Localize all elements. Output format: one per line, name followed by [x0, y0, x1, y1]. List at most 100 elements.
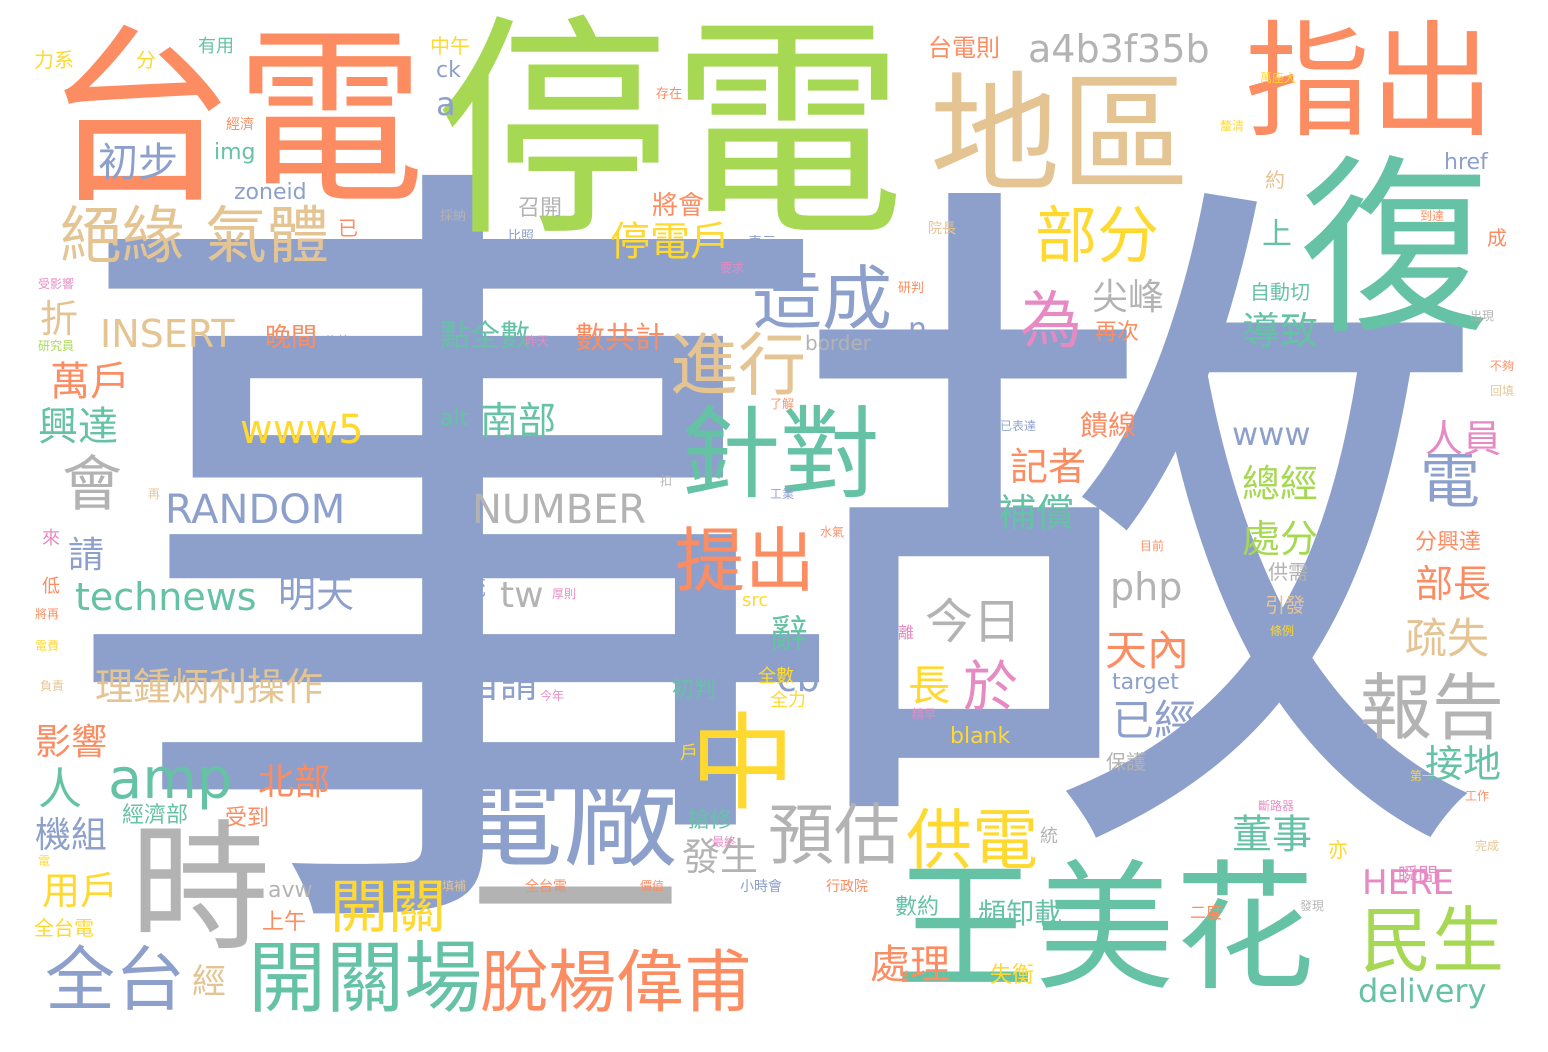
- word-154: 受影響: [38, 277, 75, 291]
- word-162: 第一: [1410, 769, 1435, 783]
- word-101: ck: [436, 58, 461, 83]
- word-123: 全力: [770, 690, 806, 711]
- word-27: 開關: [330, 873, 447, 941]
- word-165: 水氣: [820, 525, 845, 539]
- word-77: 點全數: [440, 319, 530, 354]
- word-135: 加倍: [440, 184, 467, 199]
- word-155: 電: [38, 854, 51, 868]
- word-124: 戶: [680, 743, 698, 764]
- word-159: 完成: [1475, 839, 1500, 853]
- word-175: 萬座大: [1260, 71, 1297, 85]
- word-68: 發生: [682, 835, 759, 879]
- word-24: 進行: [670, 327, 807, 406]
- word-7: 指出: [1245, 10, 1495, 155]
- word-144: 研判: [898, 281, 925, 296]
- word-45: technews: [75, 575, 257, 619]
- word-56: 尖峰: [1092, 277, 1165, 318]
- word-20: 全台: [45, 939, 185, 1021]
- word-143: 填補: [442, 879, 467, 893]
- word-120: 引發: [1265, 593, 1305, 617]
- word-80: 辭: [770, 612, 809, 656]
- word-46: 明天: [278, 572, 355, 616]
- word-35: 今日: [925, 594, 1022, 650]
- word-26: 供電: [906, 802, 1038, 879]
- word-168: 了解: [770, 397, 795, 411]
- word-106: 有用: [198, 36, 234, 57]
- word-66: 饋線: [1080, 409, 1137, 442]
- word-50: php: [1110, 565, 1183, 609]
- word-171: 條例: [1270, 624, 1295, 638]
- word-87: 失衡: [990, 963, 1035, 988]
- word-81: HERE: [1362, 863, 1455, 903]
- word-16: 造成: [752, 258, 892, 340]
- word-176: 最終: [712, 835, 737, 849]
- word-153: 研究員: [38, 339, 75, 353]
- word-71: 人: [38, 764, 82, 815]
- word-145: 昨天: [525, 334, 550, 348]
- word-28: amp: [108, 747, 233, 812]
- word-140: 全台電: [525, 879, 567, 895]
- word-85: 頻卸載: [978, 897, 1063, 930]
- word-115: 約: [1265, 168, 1285, 192]
- word-1: 事: [55, 104, 855, 1036]
- word-148: 厚則: [552, 587, 577, 601]
- word-59: 處分: [1242, 517, 1319, 561]
- word-151: 電費: [35, 639, 60, 653]
- word-5: 復: [1300, 139, 1491, 360]
- word-75: 折: [40, 297, 79, 341]
- word-137: 經濟: [226, 117, 254, 133]
- word-82: delivery: [1358, 972, 1487, 1010]
- word-92: avw: [268, 878, 313, 903]
- word-39: 萬戶: [50, 359, 130, 405]
- word-141: 小時會: [740, 879, 782, 895]
- word-147: 今年: [540, 689, 565, 703]
- word-19: 氣體: [205, 199, 330, 272]
- word-117: 已: [338, 216, 358, 240]
- word-17: 部分: [1035, 199, 1160, 272]
- word-111: src: [742, 590, 769, 611]
- word-61: 疏失: [1405, 614, 1490, 663]
- word-52: 自請: [462, 662, 539, 706]
- word-134: 力度: [440, 235, 467, 250]
- word-174: 到達: [1420, 209, 1445, 223]
- word-94: 上: [1262, 217, 1292, 252]
- word-107: 分: [136, 48, 156, 72]
- word-166: 再: [148, 487, 161, 501]
- word-48: 南部: [480, 399, 557, 443]
- word-160: 工作: [1465, 789, 1490, 803]
- word-109: alt: [440, 406, 469, 431]
- word-12: 一: [470, 782, 681, 1027]
- word-156: 不夠: [1490, 359, 1515, 373]
- word-104: 中午: [430, 34, 470, 58]
- word-54: 天內: [1105, 626, 1190, 675]
- word-108: 力系: [34, 48, 74, 72]
- word-32: 初步: [98, 140, 178, 186]
- word-21: 民生: [1360, 899, 1505, 983]
- word-44: www5: [240, 407, 364, 453]
- word-49: www: [1232, 415, 1311, 453]
- word-113: blank: [950, 724, 1011, 749]
- word-157: 回填: [1490, 384, 1515, 398]
- word-152: 將再: [35, 607, 60, 621]
- word-128: 瞬間: [1398, 863, 1438, 887]
- word-60: 部長: [1415, 562, 1492, 606]
- word-25: 預估: [768, 797, 900, 874]
- word-110: 系統: [442, 576, 487, 601]
- word-95: 將會: [652, 191, 705, 221]
- word-125: 低: [42, 576, 60, 597]
- word-43: NUMBER: [472, 487, 647, 533]
- word-103: zoneid: [234, 180, 307, 205]
- word-99: border: [805, 331, 872, 355]
- word-65: 補償: [998, 491, 1075, 535]
- word-142: 行政院: [826, 879, 868, 895]
- word-126: 來: [42, 528, 60, 549]
- word-58: 總經: [1242, 462, 1319, 506]
- word-133: 比照: [508, 229, 535, 244]
- word-129: 亦: [1328, 838, 1348, 862]
- word-51: tw: [500, 575, 544, 616]
- word-96: 召開: [518, 196, 563, 221]
- word-79: cb: [777, 659, 820, 700]
- word-10: 時: [130, 808, 271, 971]
- word-15: 脫楊偉甫: [480, 944, 753, 1023]
- word-2: 故: [790, 132, 1490, 947]
